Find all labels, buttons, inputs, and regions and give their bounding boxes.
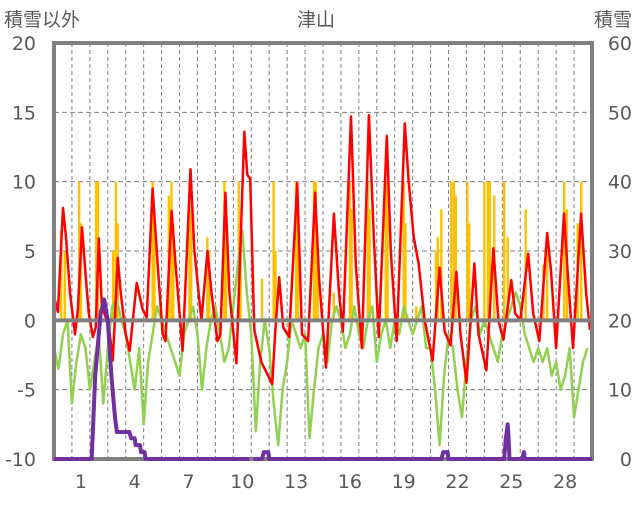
precip-bar [502, 181, 506, 321]
precip-bar [488, 181, 491, 321]
precip-bar [386, 181, 389, 321]
precip-bar [274, 251, 277, 321]
green-line [52, 228, 589, 447]
precip-bar [59, 230, 63, 321]
precip-bar [348, 181, 352, 321]
right-tick-label: 40 [608, 172, 632, 194]
series-lines [52, 113, 592, 447]
precip-bar [404, 223, 407, 321]
precip-bar [294, 181, 298, 321]
left-tick-label: -10 [5, 449, 36, 471]
precip-bar [563, 181, 566, 321]
precip-bar [466, 181, 469, 321]
right-tick-label: 0 [620, 449, 632, 471]
purple-snow-depth-2 [253, 422, 592, 461]
precip-bar [402, 181, 405, 321]
precip-bar [454, 195, 457, 321]
precip-bar [114, 181, 118, 321]
x-tick-label: 22 [445, 471, 469, 493]
x-tick-label: 19 [392, 471, 416, 493]
precip-bar [545, 237, 549, 321]
precip-bar [450, 181, 453, 321]
precip-bar [272, 181, 275, 321]
x-tick-label: 7 [182, 471, 194, 493]
precip-bar [63, 251, 66, 321]
purple-snow-depth [54, 297, 250, 461]
precip-bar [366, 181, 370, 321]
precip-bar [94, 181, 98, 321]
precip-bar [206, 237, 209, 321]
precip-bar [314, 181, 318, 321]
precip-bar [172, 223, 175, 321]
precip-bar [506, 237, 509, 321]
precip-bar [580, 181, 583, 321]
precip-bar [368, 209, 371, 321]
x-tick-label: 10 [230, 471, 254, 493]
precip-bar [224, 223, 228, 321]
left-tick-label: 10 [12, 172, 36, 194]
grid [54, 43, 592, 459]
right-tick-label: 20 [608, 310, 632, 332]
left-tick-label: 0 [24, 310, 36, 332]
precip-bar [467, 223, 471, 321]
x-tick-label: 28 [553, 471, 577, 493]
precip-bar [486, 181, 490, 321]
precip-bar [77, 181, 81, 321]
precip-bar [111, 251, 115, 321]
precip-bar [440, 209, 443, 321]
x-tick-label: 25 [499, 471, 523, 493]
precip-bar [316, 237, 319, 321]
left-axis-label: 積雪以外 [4, 9, 80, 31]
right-tick-label: 60 [608, 33, 632, 55]
precip-bar [170, 181, 173, 321]
red-line [52, 113, 592, 386]
left-tick-label: 15 [12, 102, 36, 124]
precip-bar [384, 181, 387, 321]
plot-frame [52, 41, 594, 461]
precip-bar [483, 181, 486, 321]
right-tick-label: 10 [608, 380, 632, 402]
precip-bar [434, 251, 438, 321]
left-tick-label: 20 [12, 33, 36, 55]
precip-bar [207, 251, 211, 321]
chart-title: 津山 [297, 9, 335, 31]
x-tick-label: 1 [75, 471, 87, 493]
x-tick-label: 13 [284, 471, 308, 493]
precip-bar [452, 181, 456, 321]
precip-bar [415, 306, 418, 321]
precip-bar [350, 209, 353, 321]
precip-bar [189, 209, 193, 321]
right-tick-label: 50 [608, 102, 632, 124]
right-axis-label: 積雪 [594, 9, 632, 31]
x-tick-label: 4 [129, 471, 141, 493]
precip-bar [260, 278, 264, 321]
precip-bar [188, 181, 191, 321]
left-tick-label: 5 [24, 241, 36, 263]
precip-bar [151, 181, 154, 321]
precip-bar [312, 181, 316, 321]
precip-bar [296, 223, 300, 321]
precip-bar [332, 292, 335, 321]
precip-bar [153, 223, 156, 321]
right-tick-label: 30 [608, 241, 632, 263]
x-tick-label: 16 [338, 471, 362, 493]
left-tick-label: -5 [17, 380, 36, 402]
